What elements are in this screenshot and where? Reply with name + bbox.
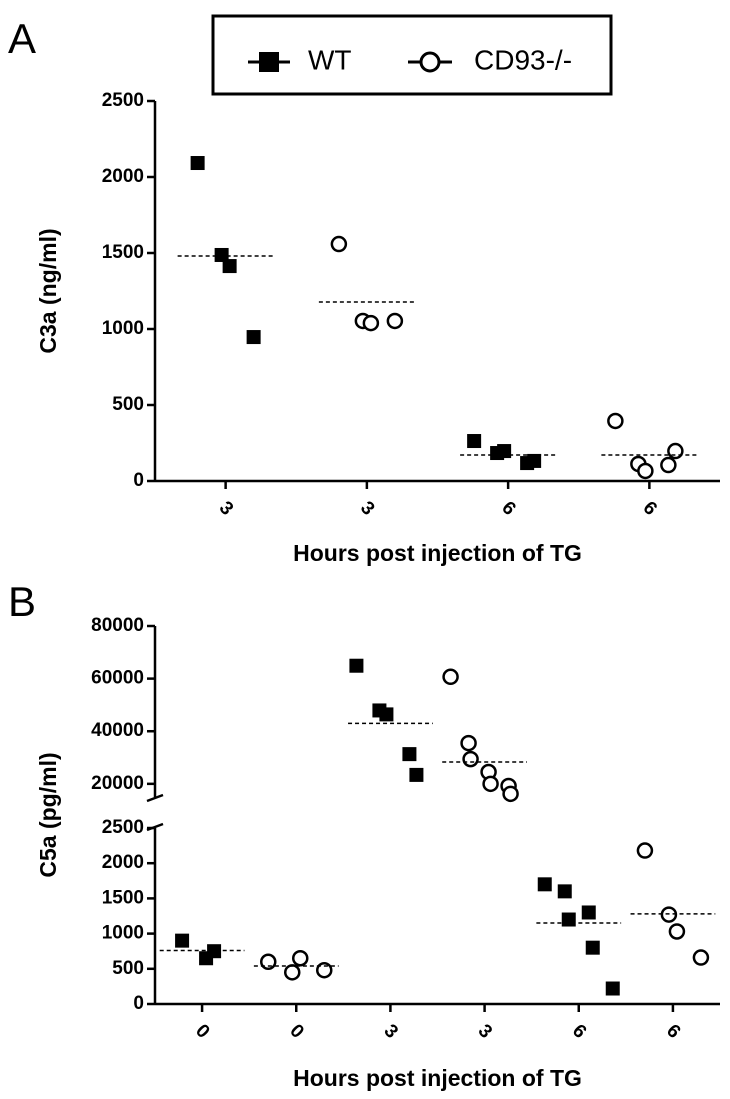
panel-label: B bbox=[8, 578, 36, 625]
y-tick-label: 1500 bbox=[102, 887, 144, 908]
data-point bbox=[462, 750, 479, 768]
x-tick-label: 6 bbox=[639, 497, 661, 519]
y-axis-label: C3a (ng/ml) bbox=[35, 228, 61, 353]
x-tick-label: 6 bbox=[497, 497, 519, 519]
data-point bbox=[607, 412, 624, 430]
y-tick-label: 500 bbox=[112, 394, 144, 415]
legend-box bbox=[211, 14, 613, 96]
data-point bbox=[222, 259, 237, 274]
data-point bbox=[379, 707, 394, 722]
y-tick-label: 1000 bbox=[102, 318, 144, 339]
y-tick-label: 60000 bbox=[91, 668, 144, 689]
data-point bbox=[362, 314, 380, 332]
y-tick-label: 2500 bbox=[102, 817, 144, 838]
data-point bbox=[175, 933, 190, 948]
x-tick-label: 3 bbox=[215, 497, 237, 519]
y-tick-label: 1000 bbox=[102, 923, 144, 944]
y-tick-label: 0 bbox=[133, 470, 144, 491]
legend-label: CD93-/- bbox=[474, 44, 572, 75]
data-point bbox=[561, 912, 576, 927]
data-point bbox=[636, 842, 654, 859]
data-point bbox=[537, 877, 552, 892]
y-tick-label: 2500 bbox=[102, 90, 144, 111]
data-point bbox=[585, 940, 600, 955]
panel-label: A bbox=[8, 15, 36, 62]
data-point bbox=[667, 442, 684, 460]
x-tick-label: 3 bbox=[380, 1020, 402, 1042]
data-point bbox=[605, 981, 620, 996]
y-tick-label: 0 bbox=[133, 993, 144, 1014]
data-point bbox=[502, 785, 519, 803]
data-point bbox=[190, 156, 205, 171]
data-point bbox=[527, 453, 542, 468]
x-tick-label: 6 bbox=[568, 1020, 590, 1042]
data-point bbox=[246, 330, 261, 345]
legend-circle bbox=[419, 51, 441, 73]
legend-square bbox=[259, 52, 279, 72]
data-point bbox=[284, 964, 301, 981]
x-tick-label: 0 bbox=[285, 1020, 307, 1042]
x-tick-label: 6 bbox=[662, 1020, 684, 1042]
x-tick-label: 3 bbox=[474, 1020, 496, 1042]
data-point bbox=[214, 247, 229, 262]
axis-break bbox=[146, 793, 164, 803]
data-point bbox=[402, 747, 417, 762]
x-axis-label: Hours post injection of TG bbox=[293, 540, 582, 566]
y-tick-label: 20000 bbox=[91, 773, 144, 794]
y-tick-label: 40000 bbox=[91, 720, 144, 741]
data-point bbox=[330, 235, 348, 253]
y-tick-label: 1500 bbox=[102, 242, 144, 263]
y-tick-label: 500 bbox=[112, 958, 144, 979]
y-tick-label: 80000 bbox=[91, 615, 144, 636]
data-point bbox=[460, 734, 477, 752]
data-point bbox=[467, 434, 482, 449]
data-point bbox=[557, 884, 572, 899]
y-axis-label: C5a (pg/ml) bbox=[35, 752, 61, 877]
legend-label: WT bbox=[308, 44, 352, 75]
data-point bbox=[409, 767, 424, 782]
data-point bbox=[660, 456, 677, 474]
data-point bbox=[581, 905, 596, 920]
data-point bbox=[637, 462, 654, 480]
data-point bbox=[482, 775, 499, 793]
data-point bbox=[292, 949, 309, 967]
data-point bbox=[386, 312, 404, 330]
y-tick-label: 2000 bbox=[102, 166, 144, 187]
data-point bbox=[497, 444, 512, 459]
x-tick-label: 3 bbox=[356, 497, 378, 519]
data-point bbox=[207, 944, 222, 959]
y-tick-label: 2000 bbox=[102, 852, 144, 873]
data-point bbox=[349, 658, 364, 673]
data-point bbox=[668, 923, 686, 940]
x-axis-label: Hours post injection of TG bbox=[293, 1065, 582, 1091]
data-point bbox=[692, 949, 710, 966]
data-point bbox=[442, 668, 459, 686]
x-tick-label: 0 bbox=[191, 1020, 213, 1042]
